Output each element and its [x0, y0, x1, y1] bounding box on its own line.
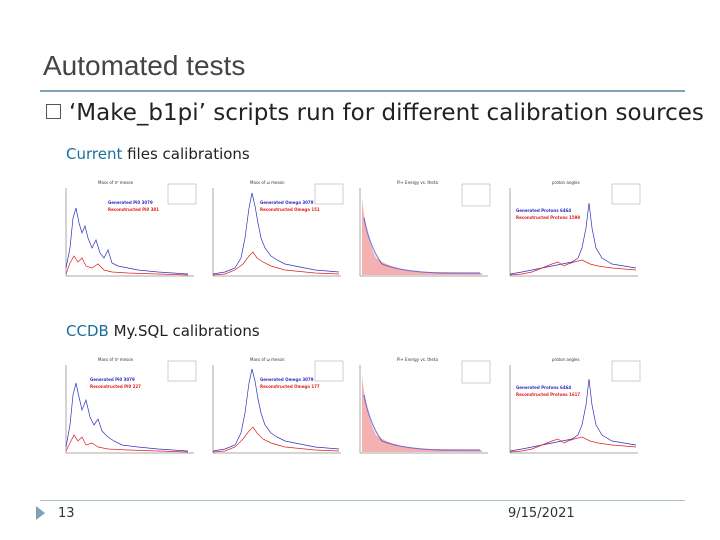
stats-box — [461, 183, 491, 207]
scatter-core — [363, 217, 480, 274]
reconstructed-label: Reconstructed Pi0 381 — [108, 207, 159, 212]
plot-pi0-ccdb: Mass of π⁰ meson Generated Pi0 3079 Reco… — [58, 355, 198, 463]
reconstructed-label: Reconstructed Omega 151 — [260, 207, 320, 212]
footer-arrow-icon — [36, 506, 45, 520]
plot-proton-ccdb: proton angles Generated Protons 6464 Rec… — [502, 355, 642, 463]
series-generated — [65, 382, 189, 452]
plot-piplus-current: Pi+ Energy vs. theta — [352, 178, 492, 286]
plot-title: Mass of π⁰ meson — [98, 180, 134, 185]
main-bullet: ‘Make_b1pi’ scripts run for different ca… — [46, 100, 704, 126]
scatter-core — [363, 394, 480, 451]
stats-box — [611, 183, 641, 205]
plot-piplus-ccdb: Pi+ Energy vs. theta — [352, 355, 492, 463]
plot-title: proton angles — [552, 357, 580, 362]
generated-label: Generated Protons 6464 — [516, 208, 571, 213]
series-reconstructed — [212, 426, 340, 453]
plot-omega-ccdb: Mass of ω meson Generated Omega 3079 Rec… — [205, 355, 345, 463]
stats-box — [167, 360, 197, 382]
generated-label: Generated Omega 3079 — [260, 200, 314, 205]
reconstructed-label: Reconstructed Pi0 227 — [90, 384, 141, 389]
section-keyword: Current — [66, 145, 123, 163]
plot-title: Mass of ω meson — [250, 357, 285, 362]
plot-title: proton angles — [552, 180, 580, 185]
plot-omega-current: Mass of ω meson Generated Omega 3079 Rec… — [205, 178, 345, 286]
series-reconstructed — [65, 255, 189, 276]
plot-proton-current: proton angles Generated Protons 6464 Rec… — [502, 178, 642, 286]
scatter-density — [362, 198, 482, 275]
plot-title: Pi+ Energy vs. theta — [397, 180, 438, 185]
series-generated — [65, 207, 189, 275]
section-ccdb-label: CCDB My.SQL calibrations — [66, 322, 260, 340]
series-generated — [509, 378, 637, 452]
series-generated — [212, 368, 340, 452]
generated-label: Generated Omega 3079 — [260, 377, 314, 382]
plot-pi0-current: Mass of π⁰ meson Generated Pi0 3079 Reco… — [58, 178, 198, 286]
footer-divider — [40, 500, 685, 501]
plot-title: Pi+ Energy vs. theta — [397, 357, 438, 362]
series-generated — [509, 202, 637, 275]
title-divider — [40, 90, 685, 92]
reconstructed-label: Reconstructed Protons 1617 — [516, 392, 580, 397]
slide-date: 9/15/2021 — [508, 506, 575, 521]
section-keyword: CCDB — [66, 322, 109, 340]
reconstructed-label: Reconstructed Omega 177 — [260, 384, 320, 389]
plot-title: Mass of ω meson — [250, 180, 285, 185]
stats-box — [611, 360, 641, 382]
stats-box — [461, 360, 491, 384]
generated-label: Generated Protons 6464 — [516, 385, 571, 390]
series-reconstructed — [212, 251, 340, 276]
generated-label: Generated Pi0 3079 — [90, 377, 135, 382]
section-rest: files calibrations — [122, 145, 250, 163]
bullet-text: ‘Make_b1pi’ scripts run for different ca… — [69, 100, 704, 126]
series-reconstructed — [65, 434, 189, 453]
bullet-box-icon — [46, 104, 61, 119]
plot-title: Mass of π⁰ meson — [98, 357, 134, 362]
stats-box — [167, 183, 197, 205]
reconstructed-label: Reconstructed Protons 1598 — [516, 215, 580, 220]
series-generated — [212, 192, 340, 275]
slide-title: Automated tests — [43, 50, 246, 81]
stats-box — [314, 183, 344, 205]
scatter-density — [362, 375, 482, 452]
stats-box — [314, 360, 344, 382]
generated-label: Generated Pi0 3079 — [108, 200, 153, 205]
section-rest: My.SQL calibrations — [108, 322, 260, 340]
page-number: 13 — [58, 506, 75, 521]
series-reconstructed — [509, 436, 637, 453]
section-current-label: Current files calibrations — [66, 145, 250, 163]
series-reconstructed — [509, 259, 637, 276]
